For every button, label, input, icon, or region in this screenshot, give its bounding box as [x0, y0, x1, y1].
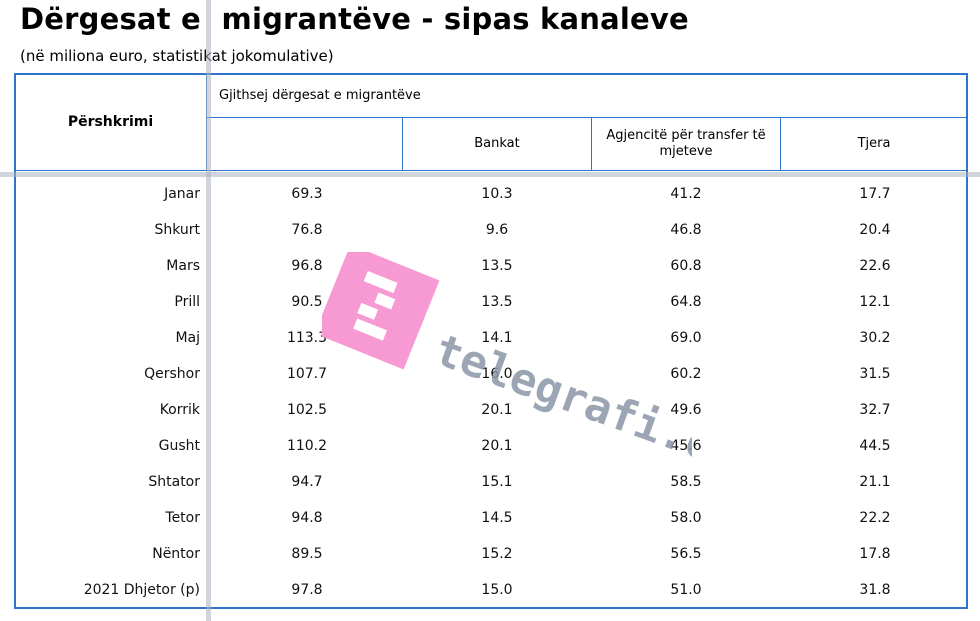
cell-agencies: 56.5 — [670, 546, 702, 562]
header-total-label: Gjithsej dërgesat e migrantëve — [219, 87, 421, 103]
cell-total: 76.8 — [291, 222, 323, 238]
horizontal-guide-line — [0, 172, 980, 177]
header-banks-cell: Bankat — [402, 117, 592, 171]
cell-total: 110.2 — [286, 438, 328, 454]
row-label: 2021 Dhjetor (p) — [83, 582, 200, 598]
cell-banks: 20.1 — [481, 438, 513, 454]
table-row: 2021 Dhjetor (p) 97.8 15.0 51.0 31.8 — [16, 572, 968, 608]
cell-agencies: 45.6 — [670, 438, 702, 454]
row-label: Nëntor — [152, 546, 200, 562]
row-label: Janar — [164, 186, 200, 202]
table-row: Nëntor 89.5 15.2 56.5 17.8 — [16, 536, 968, 572]
cell-other: 44.5 — [859, 438, 891, 454]
cell-agencies: 41.2 — [670, 186, 702, 202]
cell-total: 102.5 — [286, 402, 328, 418]
cell-total: 96.8 — [291, 258, 323, 274]
row-label: Shtator — [148, 474, 200, 490]
cell-agencies: 60.2 — [670, 366, 702, 382]
table-row: Gusht 110.2 20.1 45.6 44.5 — [16, 428, 968, 464]
cell-total: 94.7 — [291, 474, 323, 490]
row-label: Prill — [174, 294, 200, 310]
table-frame — [14, 73, 968, 609]
cell-agencies: 58.5 — [670, 474, 702, 490]
table-row: Mars 96.8 13.5 60.8 22.6 — [16, 248, 968, 284]
cell-banks: 10.3 — [481, 186, 513, 202]
cell-total: 107.7 — [286, 366, 328, 382]
page-subtitle: (në miliona euro, statistikat jokomulati… — [20, 47, 334, 65]
cell-other: 22.2 — [859, 510, 891, 526]
cell-other: 31.5 — [859, 366, 891, 382]
cell-banks: 14.1 — [481, 330, 513, 346]
cell-total: 113.3 — [286, 330, 328, 346]
cell-banks: 15.0 — [481, 582, 513, 598]
cell-other: 17.7 — [859, 186, 891, 202]
row-label: Mars — [166, 258, 200, 274]
cell-other: 31.8 — [859, 582, 891, 598]
cell-other: 22.6 — [859, 258, 891, 274]
header-other-label: Tjera — [857, 136, 891, 151]
cell-other: 17.8 — [859, 546, 891, 562]
row-label: Maj — [175, 330, 200, 346]
table-row: Shkurt 76.8 9.6 46.8 20.4 — [16, 212, 968, 248]
header-agencies-label: Agjencitë për transfer të mjeteve — [606, 128, 766, 159]
header-total-cell: Gjithsej dërgesat e migrantëve — [206, 73, 968, 118]
header-description-label: Përshkrimi — [67, 114, 154, 130]
vertical-guide-line — [206, 0, 211, 621]
header-agencies-cell: Agjencitë për transfer të mjeteve — [591, 117, 781, 171]
header-total-sub-cell — [206, 117, 403, 171]
cell-total: 97.8 — [291, 582, 323, 598]
table-row: Janar 69.3 10.3 41.2 17.7 — [16, 176, 968, 212]
cell-agencies: 64.8 — [670, 294, 702, 310]
table-row: Korrik 102.5 20.1 49.6 32.7 — [16, 392, 968, 428]
header-description-cell: Përshkrimi — [14, 73, 207, 171]
cell-banks: 20.1 — [481, 402, 513, 418]
cell-banks: 14.5 — [481, 510, 513, 526]
cell-agencies: 49.6 — [670, 402, 702, 418]
cell-total: 94.8 — [291, 510, 323, 526]
row-label: Tetor — [165, 510, 200, 526]
cell-other: 20.4 — [859, 222, 891, 238]
cell-agencies: 51.0 — [670, 582, 702, 598]
cell-banks: 9.6 — [485, 222, 509, 238]
row-label: Shkurt — [154, 222, 200, 238]
cell-total: 90.5 — [291, 294, 323, 310]
cell-banks: 13.5 — [481, 294, 513, 310]
cell-agencies: 69.0 — [670, 330, 702, 346]
cell-banks: 13.5 — [481, 258, 513, 274]
page-title: Dërgesat e migrantëve - sipas kanaleve — [20, 2, 689, 36]
cell-agencies: 60.8 — [670, 258, 702, 274]
cell-agencies: 58.0 — [670, 510, 702, 526]
row-label: Gusht — [158, 438, 200, 454]
cell-other: 21.1 — [859, 474, 891, 490]
row-label: Qershor — [144, 366, 200, 382]
cell-other: 32.7 — [859, 402, 891, 418]
header-banks-label: Bankat — [474, 136, 520, 151]
table-row: Prill 90.5 13.5 64.8 12.1 — [16, 284, 968, 320]
cell-banks: 15.1 — [481, 474, 513, 490]
table-row: Tetor 94.8 14.5 58.0 22.2 — [16, 500, 968, 536]
cell-other: 30.2 — [859, 330, 891, 346]
cell-other: 12.1 — [859, 294, 891, 310]
cell-total: 89.5 — [291, 546, 323, 562]
cell-banks: 16.0 — [481, 366, 513, 382]
cell-total: 69.3 — [291, 186, 323, 202]
cell-agencies: 46.8 — [670, 222, 702, 238]
header-other-cell: Tjera — [780, 117, 968, 171]
table-row: Maj 113.3 14.1 69.0 30.2 — [16, 320, 968, 356]
table-row: Shtator 94.7 15.1 58.5 21.1 — [16, 464, 968, 500]
table-row: Qershor 107.7 16.0 60.2 31.5 — [16, 356, 968, 392]
cell-banks: 15.2 — [481, 546, 513, 562]
row-label: Korrik — [159, 402, 200, 418]
